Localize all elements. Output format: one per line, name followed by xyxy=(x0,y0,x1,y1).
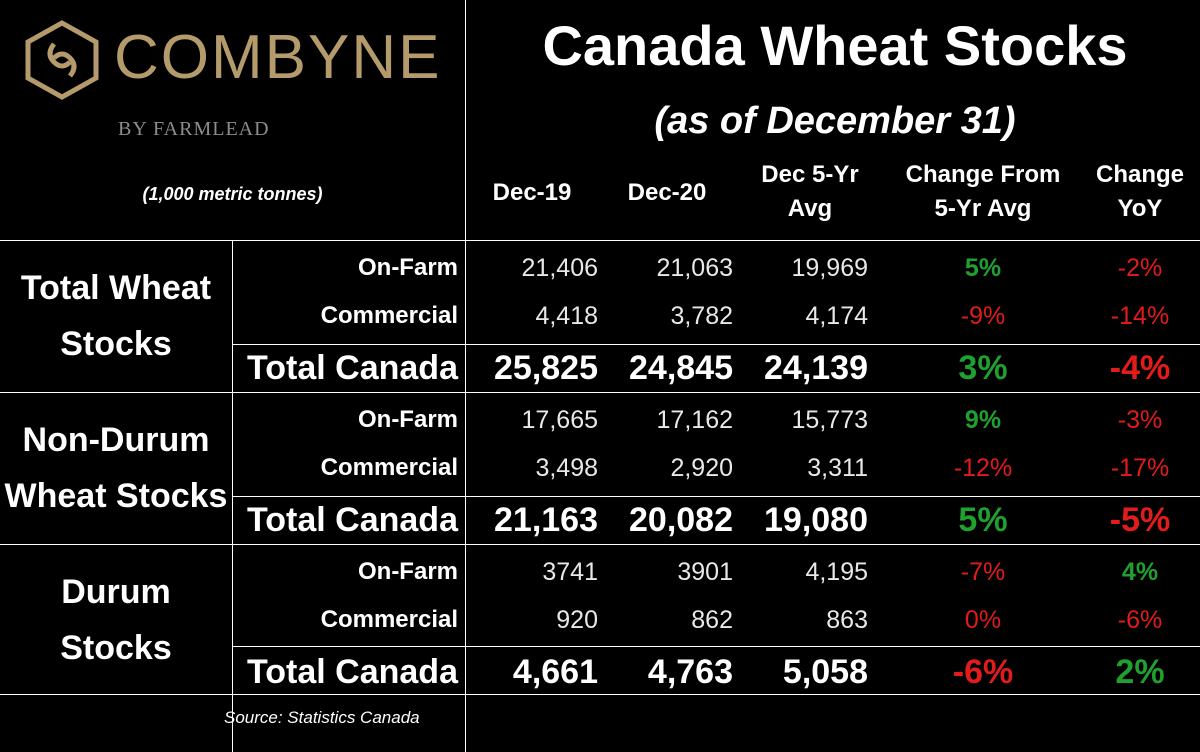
change-cell: 5% xyxy=(964,254,1002,282)
total-row-divider xyxy=(232,344,1200,345)
change-cell: 5% xyxy=(958,501,1008,539)
change-cell: -12% xyxy=(953,454,1013,482)
change-cell: -3% xyxy=(1117,406,1163,434)
row-label: On-Farm xyxy=(357,254,458,281)
row-label: Total Canada xyxy=(247,653,458,691)
group-label: Non-Durum Wheat Stocks xyxy=(4,421,228,515)
column-header: Dec 5-Yr Avg xyxy=(761,161,859,222)
change-cell: -6% xyxy=(952,653,1014,691)
change-cell: -9% xyxy=(960,302,1006,330)
change-cell: -7% xyxy=(960,558,1006,586)
row-divider xyxy=(0,240,1200,241)
logo: COMBYNE BY FARMLEAD (1,000 metric tonnes… xyxy=(0,0,465,240)
row-label: Commercial xyxy=(320,606,458,633)
value-cell: 862 xyxy=(691,606,733,634)
combyne-logo-icon xyxy=(25,20,99,100)
group-label: Total Wheat Stocks xyxy=(20,269,212,363)
row-label: Commercial xyxy=(320,302,458,329)
value-cell: 21,406 xyxy=(521,254,598,282)
value-cell: 5,058 xyxy=(782,653,868,691)
change-cell: -14% xyxy=(1110,302,1170,330)
change-cell: 4% xyxy=(1121,558,1159,586)
change-cell: 0% xyxy=(964,606,1002,634)
value-cell: 4,195 xyxy=(805,558,868,586)
row-label: Commercial xyxy=(320,454,458,481)
value-cell: 24,139 xyxy=(764,349,868,387)
row-label: Total Canada xyxy=(247,349,458,387)
value-cell: 3,782 xyxy=(670,302,733,330)
value-cell: 3741 xyxy=(542,558,598,586)
value-cell: 920 xyxy=(556,606,598,634)
value-cell: 4,763 xyxy=(647,653,733,691)
row-divider xyxy=(0,544,1200,545)
change-cell: 2% xyxy=(1115,653,1165,691)
column-header: Dec-19 xyxy=(492,179,572,206)
change-cell: 9% xyxy=(964,406,1002,434)
column-header: Dec-20 xyxy=(627,179,707,206)
value-cell: 3901 xyxy=(677,558,733,586)
change-cell: -17% xyxy=(1110,454,1170,482)
value-cell: 3,311 xyxy=(807,454,868,482)
row-label: On-Farm xyxy=(357,558,458,585)
value-cell: 863 xyxy=(826,606,868,634)
group-label: Durum Stocks xyxy=(60,573,172,667)
value-cell: 17,162 xyxy=(656,406,733,434)
value-cell: 3,498 xyxy=(535,454,598,482)
value-cell: 21,063 xyxy=(656,254,733,282)
source-note: Source: Statistics Canada xyxy=(224,708,420,727)
value-cell: 19,080 xyxy=(764,501,868,539)
value-cell: 4,418 xyxy=(535,302,598,330)
value-cell: 21,163 xyxy=(494,501,598,539)
row-label: Total Canada xyxy=(247,501,458,539)
page-subtitle: (as of December 31) xyxy=(654,100,1016,142)
row-label: On-Farm xyxy=(357,406,458,433)
logo-brand: COMBYNE xyxy=(114,23,442,92)
column-header: Change YoY xyxy=(1095,161,1184,222)
logo-byline: BY FARMLEAD xyxy=(118,118,270,140)
value-cell: 15,773 xyxy=(791,406,868,434)
value-cell: 25,825 xyxy=(494,349,598,387)
value-cell: 4,661 xyxy=(512,653,598,691)
column-header: Change From 5-Yr Avg xyxy=(905,161,1061,222)
value-cell: 24,845 xyxy=(629,349,733,387)
change-cell: 3% xyxy=(958,349,1008,387)
total-row-divider xyxy=(232,496,1200,497)
change-cell: -6% xyxy=(1117,606,1163,634)
change-cell: -2% xyxy=(1117,254,1163,282)
value-cell: 4,174 xyxy=(805,302,868,330)
column-divider xyxy=(465,0,466,752)
row-divider xyxy=(0,392,1200,393)
units-label: (1,000 metric tonnes) xyxy=(142,184,323,204)
page-title: Canada Wheat Stocks xyxy=(542,14,1128,77)
change-cell: -4% xyxy=(1109,349,1171,387)
value-cell: 17,665 xyxy=(521,406,598,434)
row-divider xyxy=(0,694,1200,695)
value-cell: 2,920 xyxy=(670,454,733,482)
value-cell: 19,969 xyxy=(791,254,868,282)
change-cell: -5% xyxy=(1109,501,1171,539)
total-row-divider xyxy=(232,646,1200,647)
value-cell: 20,082 xyxy=(629,501,733,539)
